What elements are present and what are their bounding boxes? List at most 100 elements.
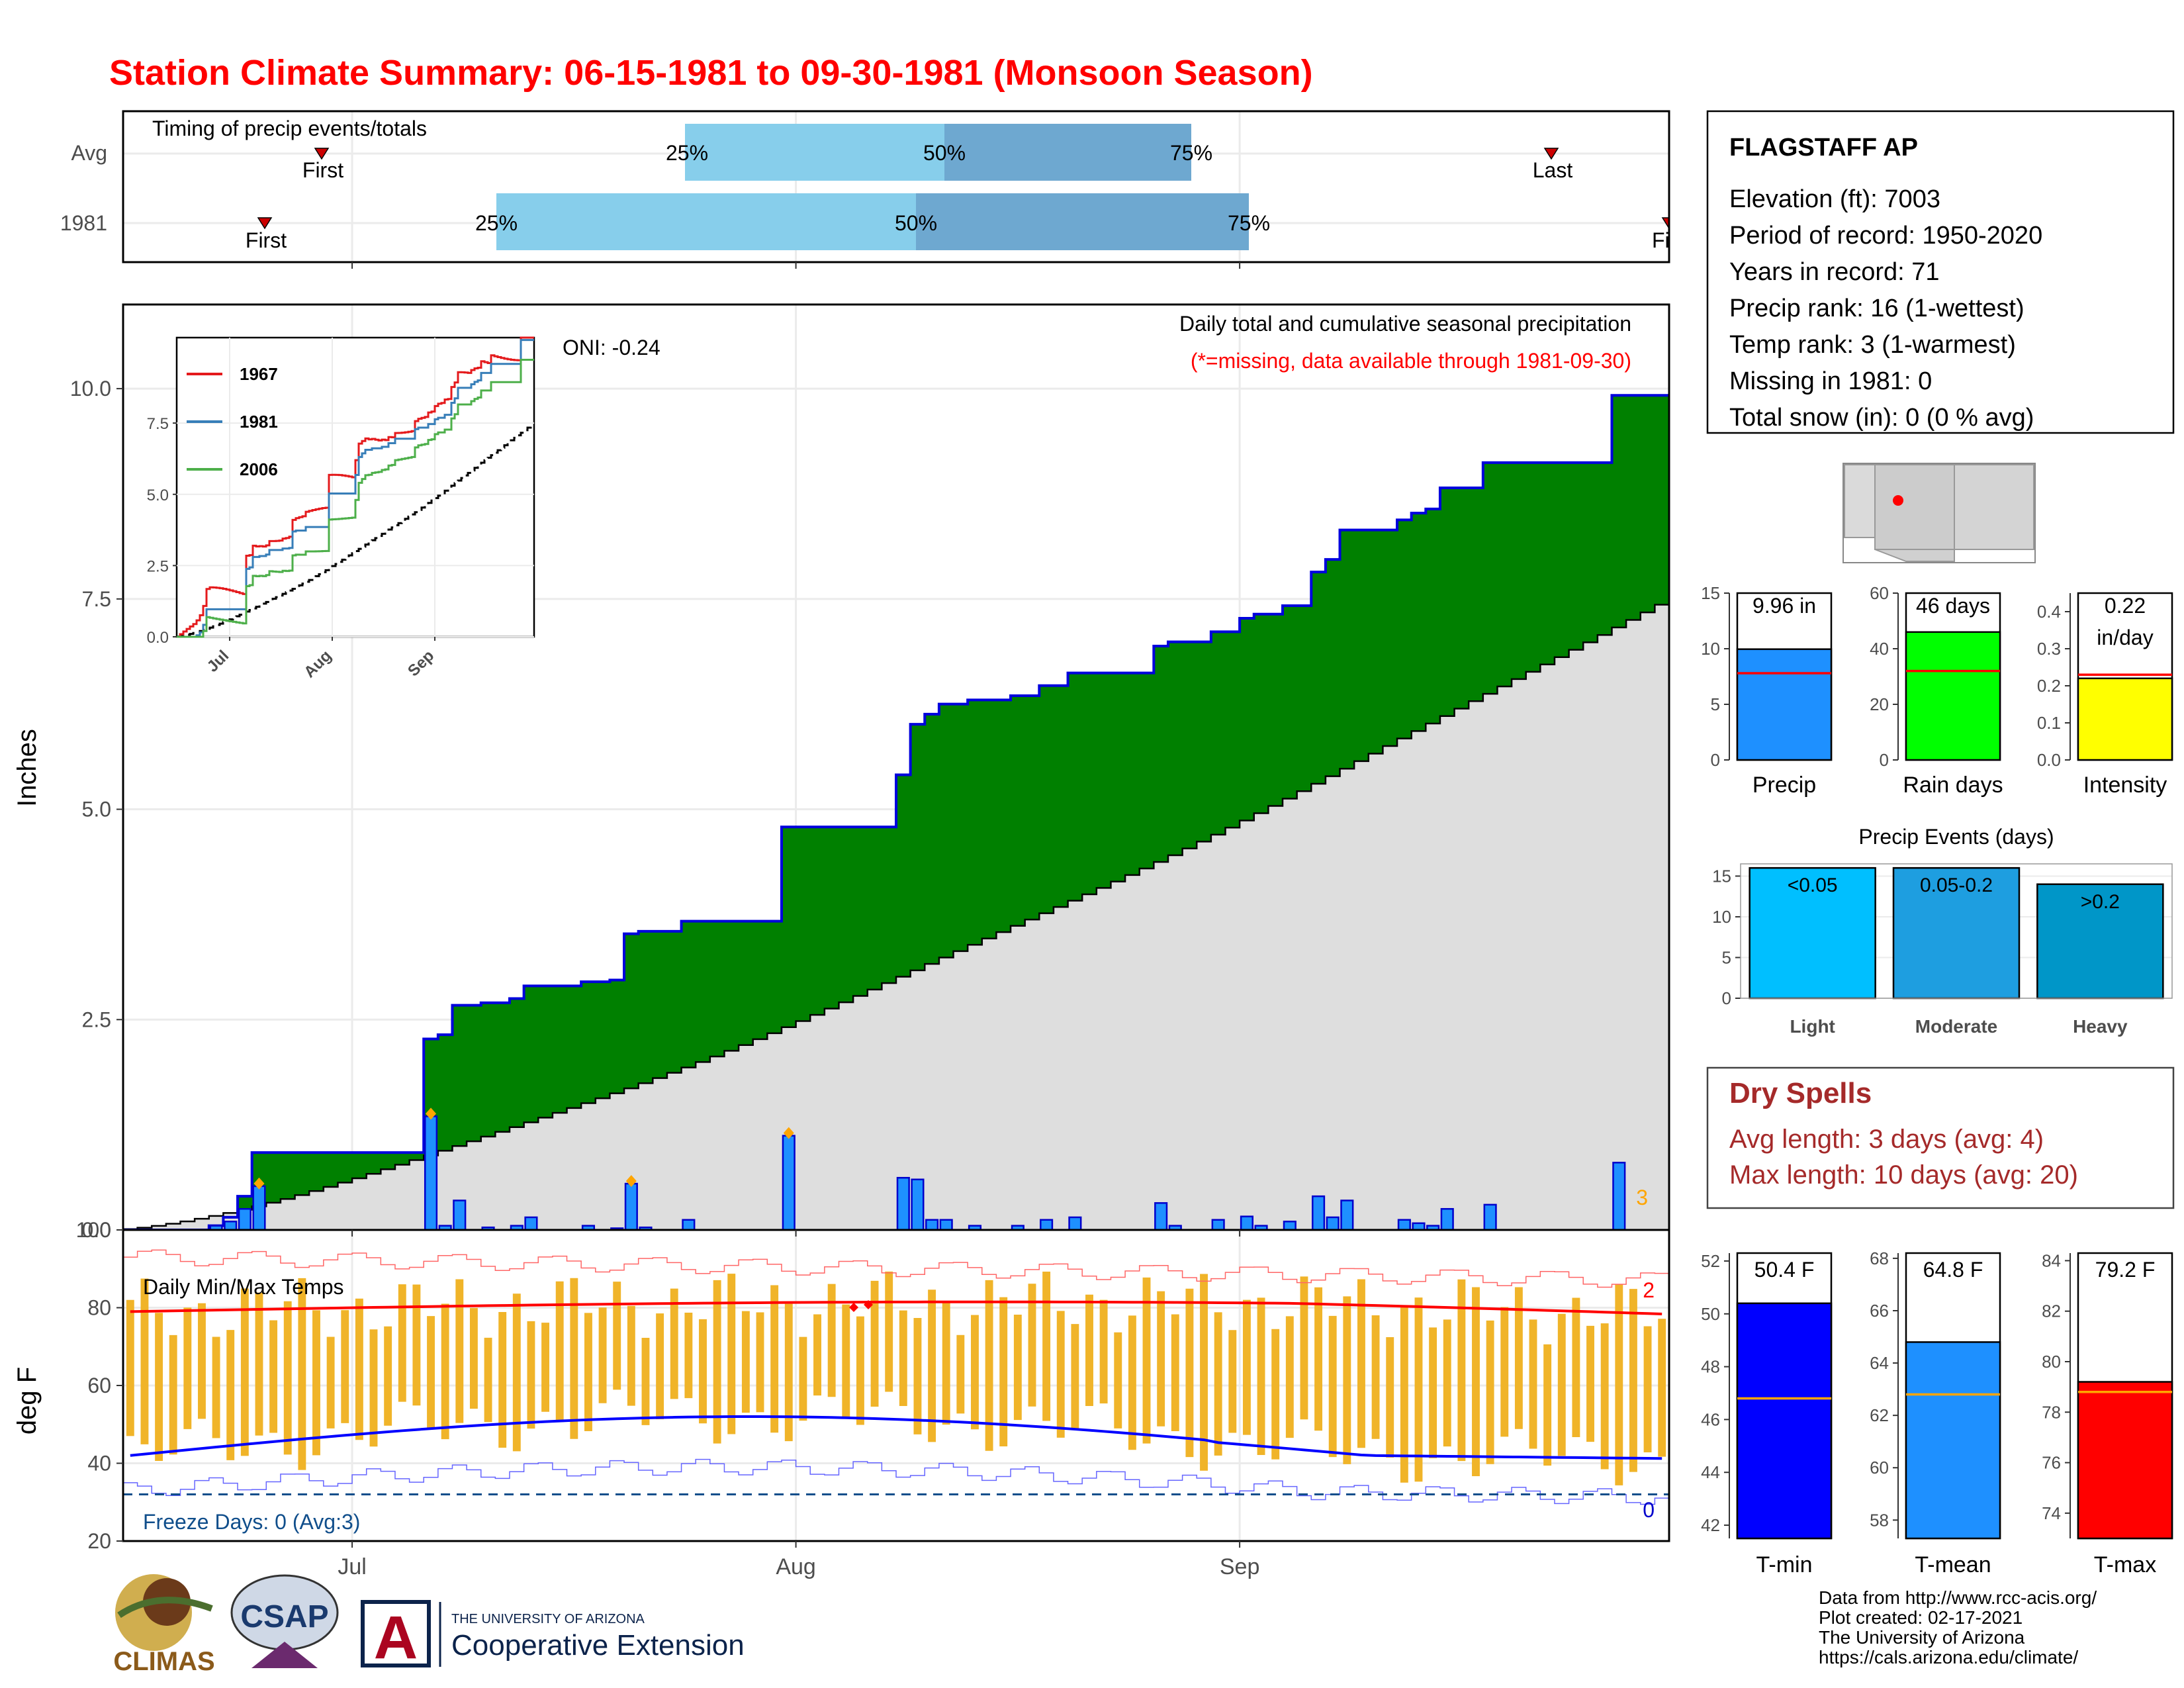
precip-annotation-title: Daily total and cumulative seasonal prec… <box>1179 312 1631 336</box>
precip-events-chart: Precip Events (days) 0 5 10 15 <0.05 Light 0.0… <box>1712 825 2173 1037</box>
record-precip-marker <box>253 1177 265 1190</box>
credit-line: Data from http://www.rcc-acis.org/ <box>1819 1587 2097 1608</box>
season-total-bar <box>1905 631 2001 761</box>
daily-precip-bar <box>911 1178 925 1231</box>
timing-avg-p50: 50% <box>923 141 966 165</box>
season-total-label: Precip <box>1752 773 1816 798</box>
events-bar <box>2036 883 2164 1000</box>
season-total-y-tick: 0.2 <box>2037 676 2061 696</box>
inset-y-tick: 5.0 <box>147 487 169 504</box>
timing-row-label-avg: Avg <box>71 141 107 165</box>
x-tick-month: Jul <box>338 1554 366 1579</box>
season-temp-value: 50.4 F <box>1754 1258 1815 1282</box>
season-total-bar <box>1736 648 1833 761</box>
daily-precip-bar <box>424 1115 438 1231</box>
season-temp-y-tick: 68 <box>1870 1248 1889 1268</box>
inset-y-tick: 7.5 <box>147 415 169 433</box>
temps-label: Daily Min/Max Temps <box>143 1275 343 1299</box>
timing-1981-first-marker <box>257 217 273 230</box>
daily-precip-bar <box>1211 1219 1225 1231</box>
daily-precip-bar <box>1326 1216 1340 1231</box>
events-bar-range: 0.05-0.2 <box>1920 874 1993 896</box>
inset-1981-line <box>177 339 534 638</box>
daily-precip-bar <box>224 1221 238 1231</box>
inset-1967-line <box>177 336 534 638</box>
season-temp-y-tick: 66 <box>1870 1301 1889 1321</box>
station-name: FLAGSTAFF AP <box>1729 134 1918 162</box>
timing-1981-p75: 75% <box>1228 211 1270 235</box>
ua-logo-big-text: Cooperative Extension <box>451 1629 745 1662</box>
season-temp-y-tick: 74 <box>2042 1503 2061 1523</box>
precip-panel: 0.0 2.5 5.0 7.5 10.0 Daily total and cumulat… <box>13 303 1670 1242</box>
events-y-tick: 15 <box>1712 866 1731 886</box>
logo-csap: CSAP <box>230 1574 339 1668</box>
season-temp-y-tick: 82 <box>2042 1301 2061 1321</box>
inset-2006-line <box>177 359 534 638</box>
average-min-line <box>130 1415 1662 1460</box>
record-precip-marker <box>426 1107 437 1120</box>
daily-precip-bar <box>238 1207 251 1231</box>
season-temp-chart: 58 60 62 64 66 68 64.8 F T-mean <box>1870 1248 2001 1577</box>
daily-precip-bar <box>1154 1202 1168 1231</box>
station-detail-line: Precip rank: 16 (1-wettest) <box>1729 295 2025 322</box>
season-total-y-tick: 10 <box>1701 639 1720 659</box>
season-temp-y-tick: 78 <box>2042 1402 2061 1422</box>
freeze-days-label: Freeze Days: 0 (Avg:3) <box>143 1510 360 1534</box>
precip-y-axis: 0.0 2.5 5.0 7.5 10.0 <box>70 377 123 1242</box>
daily-precip-bar <box>782 1135 796 1231</box>
record-high-marker <box>849 1303 858 1312</box>
season-total-bar <box>2077 677 2173 761</box>
daily-precip-bar <box>1040 1219 1054 1231</box>
x-tick-month: Aug <box>776 1554 816 1579</box>
season-total-label: Intensity <box>2083 773 2167 798</box>
season-temp-y-tick: 52 <box>1701 1251 1720 1271</box>
daily-precip-bar <box>896 1176 910 1231</box>
season-temp-y-tick: 80 <box>2042 1352 2061 1372</box>
season-total-value: 9.96 in <box>1752 594 1816 618</box>
daily-precip-bars <box>209 1107 1626 1231</box>
season-total-value: 0.22 <box>2105 594 2146 618</box>
daily-precip-bar <box>524 1216 538 1231</box>
record-precip-marker <box>625 1175 637 1188</box>
season-temp-y-tick: 58 <box>1870 1510 1889 1530</box>
season-temp-y-tick: 48 <box>1701 1357 1720 1377</box>
daily-precip-bar <box>925 1219 939 1231</box>
dry-spells-box: Dry Spells Avg length: 3 days (avg: 4) M… <box>1706 1066 2175 1209</box>
daily-precip-bar <box>682 1219 696 1231</box>
season-temp-y-tick: 64 <box>1870 1353 1889 1373</box>
inset-legend: 1967 1981 2006 <box>187 364 278 479</box>
temps-y-tick: 60 <box>87 1374 111 1397</box>
ua-logo-small-text: THE UNIVERSITY OF ARIZONA <box>451 1612 645 1626</box>
station-detail-line: Elevation (ft): 7003 <box>1729 185 1940 213</box>
timing-1981-p25: 25% <box>475 211 518 235</box>
station-detail-line: Period of record: 1950-2020 <box>1729 222 2042 250</box>
station-detail-line: Total snow (in): 0 (0 % avg) <box>1729 404 2034 432</box>
station-info-box: FLAGSTAFF AP Elevation (ft): 7003 Period … <box>1706 110 2175 434</box>
record-precip-marker <box>783 1127 794 1139</box>
season-total-y-tick: 15 <box>1701 583 1720 603</box>
season-total-label: Rain days <box>1903 773 2003 798</box>
observed-cumulative-line <box>123 394 1669 1231</box>
timing-1981-p50: 50% <box>895 211 937 235</box>
inset-y-tick: 0.0 <box>147 629 169 647</box>
timing-avg-first-marker <box>314 148 330 160</box>
temps-y-tick: 100 <box>76 1218 111 1242</box>
credit-line: https://cals.arizona.edu/climate/ <box>1819 1647 2078 1667</box>
timing-avg-last-label: Last <box>1533 158 1573 182</box>
inset-legend-label: 2006 <box>240 459 278 479</box>
precip-y-tick: 10.0 <box>70 377 111 400</box>
location-map <box>1843 463 2036 563</box>
oni-label: ONI: -0.24 <box>563 336 660 359</box>
daily-precip-bar <box>453 1199 467 1231</box>
temps-count-bottom: 0 <box>1643 1498 1655 1522</box>
x-axis-months: Jul Aug Sep <box>338 262 1259 1579</box>
season-total-y-tick: 60 <box>1870 583 1889 603</box>
season-temp-label: T-max <box>2094 1552 2156 1577</box>
temps-y-label: deg F <box>13 1367 42 1434</box>
timing-1981-q1-bar <box>496 193 916 250</box>
station-detail-line: Temp rank: 3 (1-warmest) <box>1729 331 2016 359</box>
season-temp-bar <box>1736 1302 1833 1540</box>
season-total-y-tick: 0 <box>1880 750 1889 770</box>
precip-annotation-missing: (*=missing, data available through 1981-… <box>1191 349 1631 373</box>
